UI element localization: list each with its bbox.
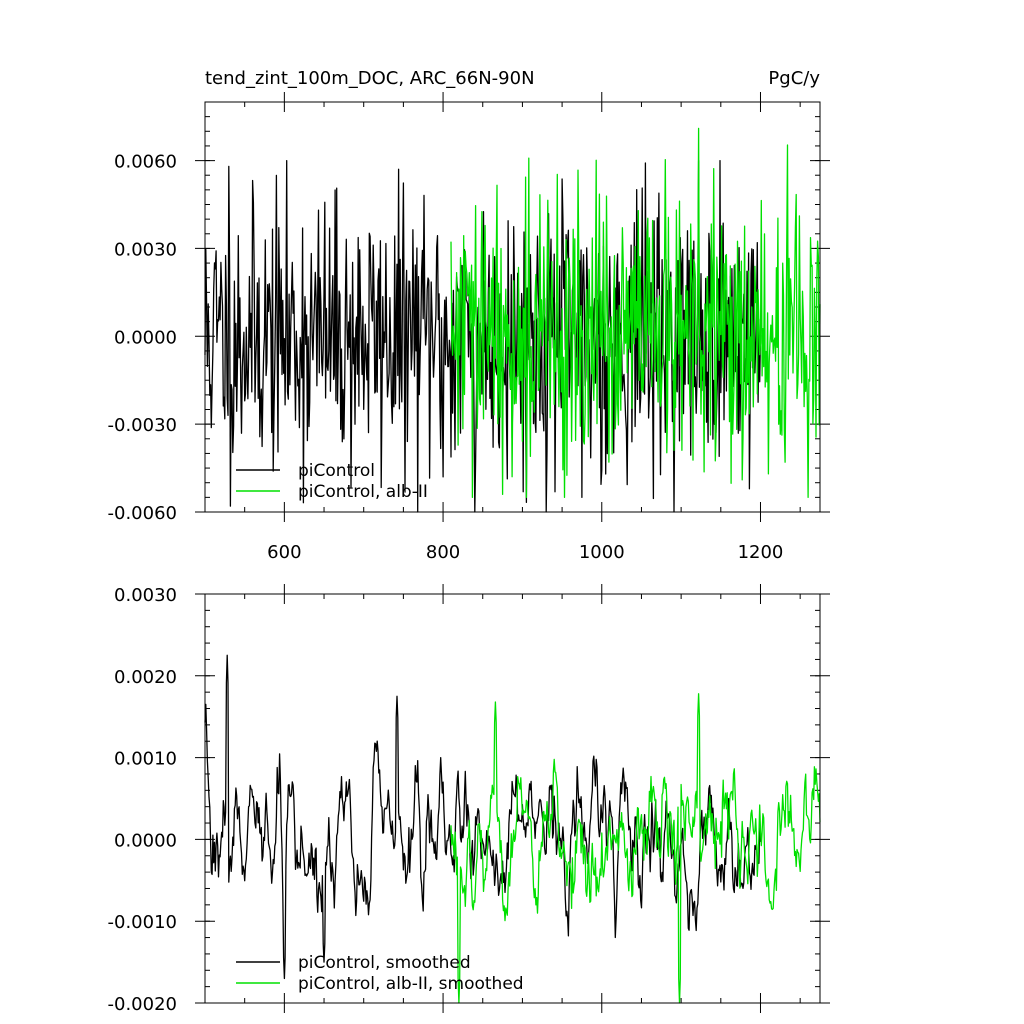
bottom-y-tick-label: 0.0010 bbox=[114, 749, 177, 770]
top-frame-group bbox=[204, 101, 821, 513]
top-panel: -0.0060 -0.0030 0.0000 0.0030 0.0060 600 800 10… bbox=[108, 92, 830, 563]
top-x-tick-label: 600 bbox=[267, 542, 301, 563]
top-y-tick-label: 0.0000 bbox=[114, 327, 177, 348]
top-x-tick-label: 1000 bbox=[579, 542, 625, 563]
top-x-tick-label: 1200 bbox=[738, 542, 784, 563]
bottom-series-lines bbox=[204, 654, 821, 1004]
top-y-tick-label: -0.0030 bbox=[108, 415, 177, 436]
bottom-y-tick-label: 0.0000 bbox=[114, 830, 177, 851]
bottom-plot-frame bbox=[204, 593, 821, 1004]
bottom-legend: piControl, smoothed piControl, alb-II, s… bbox=[236, 953, 524, 994]
top-legend: piControl piControl, alb-II bbox=[236, 461, 428, 502]
top-y-tick-label: 0.0060 bbox=[114, 152, 177, 173]
bottom-frame-group bbox=[204, 593, 821, 1004]
top-y-tick-label: 0.0030 bbox=[114, 239, 177, 260]
bottom-y-tick-label: 0.0030 bbox=[114, 585, 177, 606]
legend-label-picontrol-smoothed: piControl, smoothed bbox=[298, 953, 471, 973]
top-series-lines bbox=[204, 127, 821, 513]
top-y-tick-label: -0.0060 bbox=[108, 503, 177, 524]
bottom-series-alb-line bbox=[450, 693, 821, 1004]
legend-label-alb-smoothed: piControl, alb-II, smoothed bbox=[298, 974, 524, 994]
legend-label-alb: piControl, alb-II bbox=[298, 482, 428, 502]
chart-title: tend_zint_100m_DOC, ARC_66N-90N bbox=[205, 68, 535, 89]
bottom-y-tick-label: -0.0010 bbox=[108, 912, 177, 933]
bottom-y-tick-label: 0.0020 bbox=[114, 667, 177, 688]
bottom-series-picontrol-line bbox=[204, 654, 762, 980]
bottom-panel: -0.0020 -0.0010 0.0000 0.0010 0.0020 0.0030 p… bbox=[108, 584, 830, 1015]
top-plot-frame bbox=[204, 101, 821, 513]
top-series-alb-line bbox=[450, 127, 821, 499]
chart-units: PgC/y bbox=[768, 68, 820, 89]
top-x-tick-label: 800 bbox=[426, 542, 460, 563]
legend-label-picontrol: piControl bbox=[298, 461, 375, 481]
bottom-y-tick-label: -0.0020 bbox=[108, 994, 177, 1015]
